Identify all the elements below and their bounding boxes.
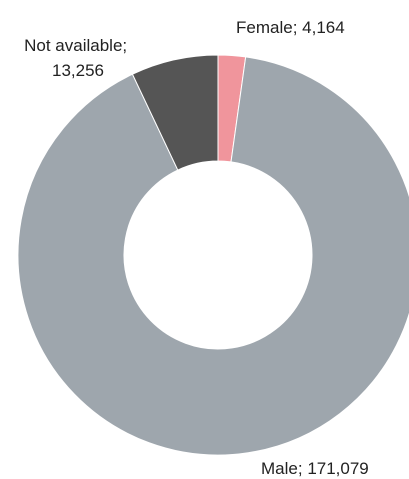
slice-label-male-category: Male [261,459,298,478]
slice-not-available [131,54,219,171]
slice-label-female-value: 4,164 [302,18,345,37]
slice-label-female: Female; 4,164 [236,18,345,37]
slice-label-male-value: 171,079 [307,459,368,478]
donut-slices [17,54,409,456]
slice-label-male: Male; 171,079 [261,459,369,478]
slice-label-not-available-category: Not available [24,36,122,55]
slice-label-female-category: Female [236,18,293,37]
slice-label-not-available: Not available; 13,256 [24,36,132,80]
slice-label-not-available-value: 13,256 [52,61,104,80]
slice-male [17,56,409,456]
